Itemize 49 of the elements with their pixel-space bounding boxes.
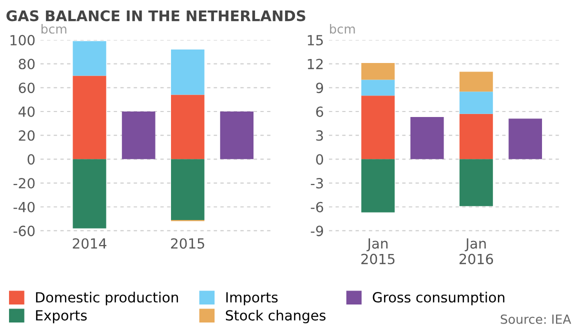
bar — [410, 117, 444, 160]
x-tick-label: Jan 2016 — [460, 238, 494, 264]
y-tick-label: 100 — [10, 34, 35, 46]
y-tick-label: 80 — [18, 58, 35, 70]
bar — [72, 41, 106, 76]
bar — [361, 63, 395, 80]
bar — [460, 92, 493, 114]
bar — [171, 50, 204, 95]
x-tick-label: 2014 — [72, 238, 106, 249]
y-tick-label: 60 — [18, 82, 35, 94]
legend-label: Stock changes — [226, 310, 326, 324]
bar — [220, 111, 254, 160]
y-axis-title: bcm — [330, 24, 355, 34]
bar — [122, 111, 156, 160]
y-tick-label: 3 — [316, 130, 323, 141]
y-tick-label: -3 — [310, 178, 323, 188]
bar — [72, 76, 106, 160]
y-tick-label: -20 — [14, 178, 35, 188]
y-tick-label: 12 — [308, 58, 323, 70]
chart-title: GAS BALANCE IN THE NETHERLANDS — [6, 10, 306, 22]
y-tick-label: 40 — [18, 106, 35, 117]
y-tick-label: 0 — [28, 154, 35, 165]
y-axis-title: bcm — [42, 24, 66, 34]
legend-label: Exports — [36, 310, 87, 324]
bar — [361, 159, 395, 212]
y-tick-label: -6 — [310, 202, 324, 212]
x-tick-label: Jan 2015 — [361, 238, 394, 264]
y-tick-label: -60 — [14, 226, 35, 236]
bar — [361, 96, 395, 160]
y-tick-label: -9 — [310, 226, 324, 236]
bar — [171, 94, 204, 160]
y-tick-label: -40 — [14, 202, 35, 212]
legend-label: Gross consumption — [372, 292, 504, 306]
x-tick-label: 2015 — [171, 238, 204, 249]
y-tick-label: 0 — [316, 154, 324, 165]
y-tick-label: 9 — [316, 82, 324, 94]
bar — [171, 159, 204, 220]
bar — [361, 80, 395, 96]
bar — [460, 159, 493, 206]
bar — [460, 72, 493, 92]
legend-label: Imports — [226, 292, 278, 306]
source-note: Source: IEA — [500, 314, 572, 324]
legend-label: Domestic production — [36, 292, 178, 306]
bar — [460, 114, 493, 160]
y-tick-label: 20 — [18, 130, 35, 141]
bar — [72, 159, 106, 228]
y-tick-label: 15 — [308, 35, 323, 46]
bar — [508, 118, 542, 160]
y-tick-label: 6 — [316, 106, 324, 117]
